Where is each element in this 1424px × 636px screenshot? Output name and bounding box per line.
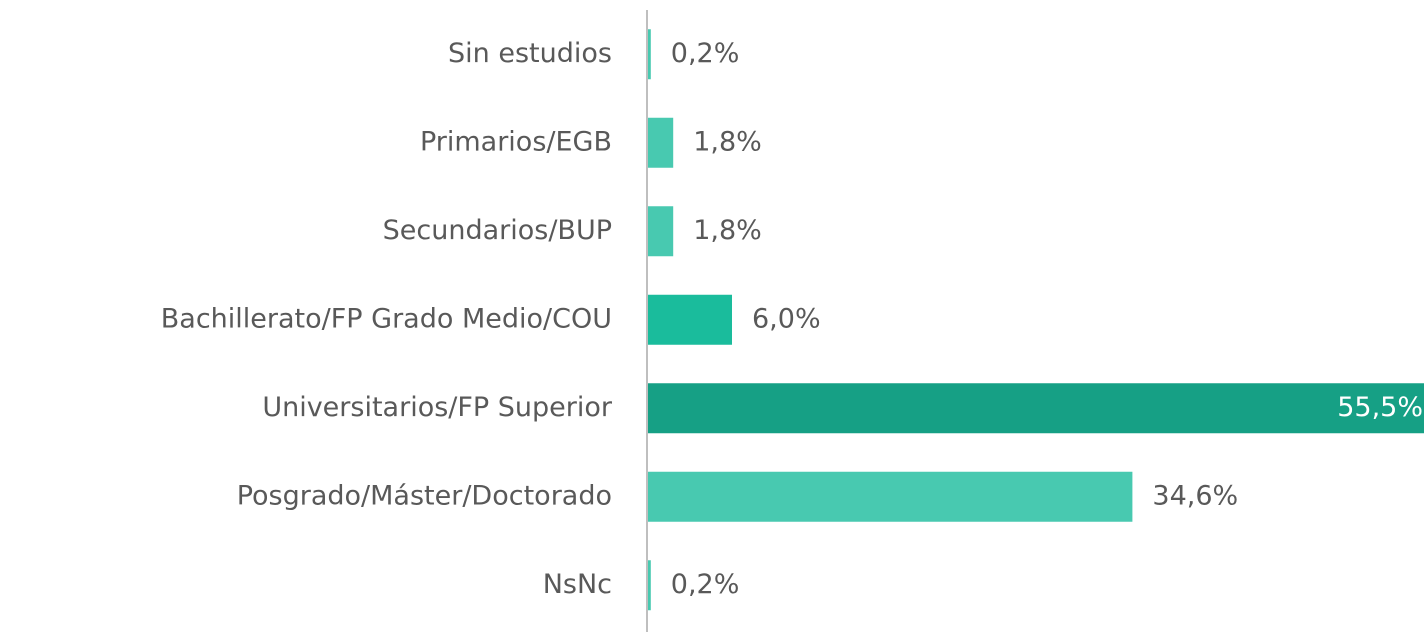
- value-label: 6,0%: [752, 303, 821, 334]
- category-label: Sin estudios: [448, 38, 612, 69]
- category-label: NsNc: [543, 569, 612, 600]
- bar: [648, 294, 732, 345]
- bar: [648, 560, 651, 611]
- value-label: 1,8%: [693, 215, 762, 246]
- value-label: 55,5%: [1337, 392, 1423, 423]
- value-label: 1,8%: [693, 126, 762, 157]
- category-label: Universitarios/FP Superior: [262, 392, 613, 423]
- bar: [648, 29, 651, 80]
- bar: [648, 117, 674, 168]
- bar: [648, 471, 1133, 522]
- value-label: 0,2%: [671, 38, 740, 69]
- category-label: Posgrado/Máster/Doctorado: [237, 480, 612, 511]
- bar: [648, 383, 1424, 434]
- value-label: 34,6%: [1152, 480, 1238, 511]
- bar: [648, 206, 674, 257]
- category-label: Bachillerato/FP Grado Medio/COU: [161, 303, 612, 334]
- value-label: 0,2%: [671, 569, 740, 600]
- category-label: Primarios/EGB: [420, 126, 612, 157]
- category-label: Secundarios/BUP: [383, 215, 612, 246]
